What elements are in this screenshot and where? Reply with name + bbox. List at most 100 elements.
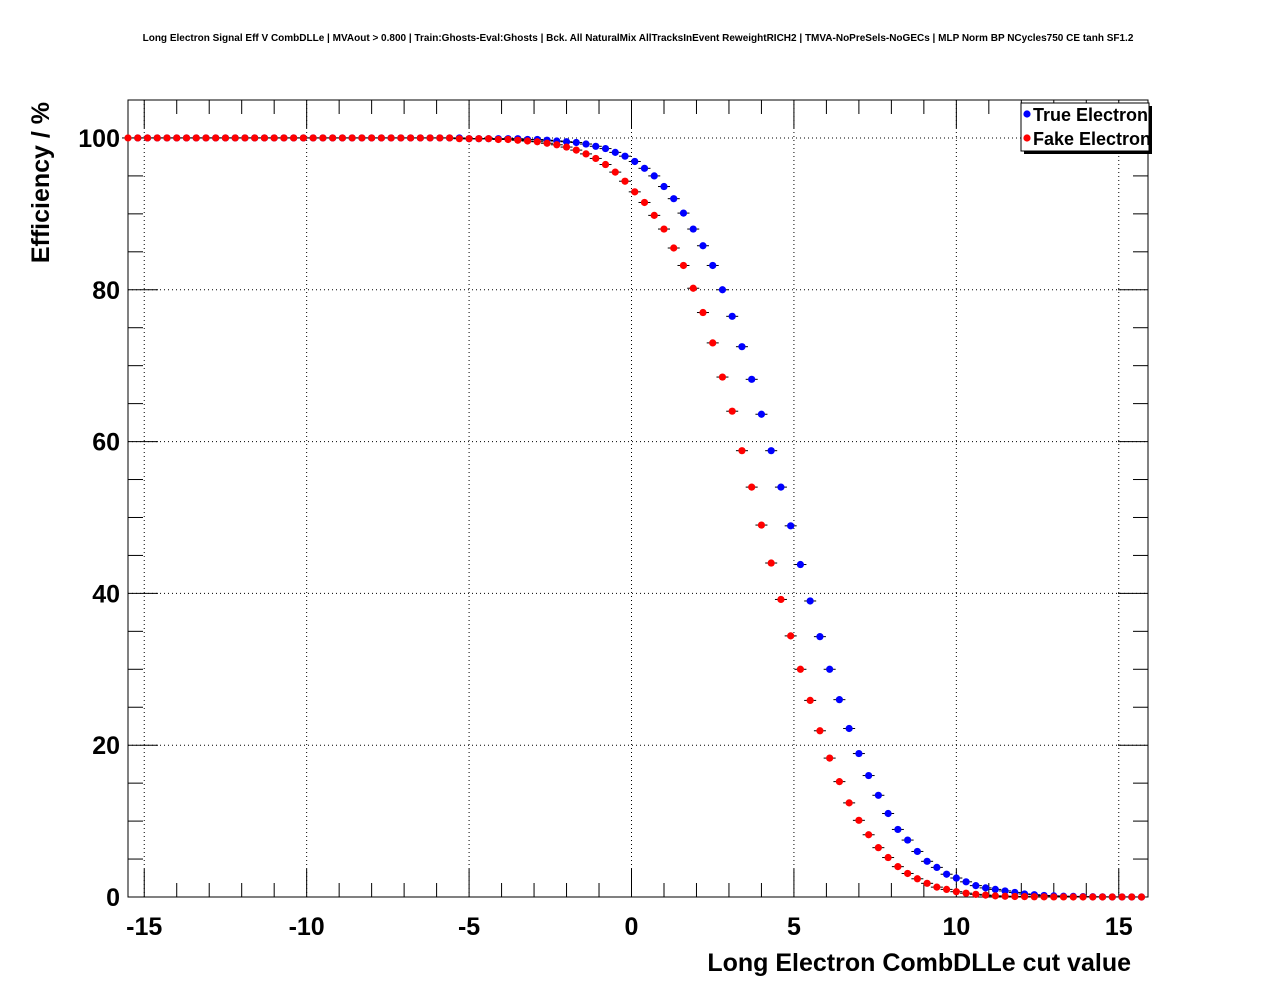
data-point [611,168,619,176]
data-point [368,134,376,142]
data-point [835,696,844,704]
data-point [221,134,230,142]
legend[interactable]: True Electron Fake Electron [1020,102,1152,154]
data-point [855,749,863,758]
data-point [582,150,590,158]
data-point [631,188,639,196]
data-point [962,889,970,897]
data-point [1108,893,1116,901]
data-point [260,134,269,142]
data-point [377,134,385,142]
data-point [670,195,678,203]
chart-title: Long Electron Signal Eff V CombDLLe | MV… [142,33,1134,44]
y-tick-label: 80 [92,277,120,305]
data-point [319,134,327,142]
data-point [981,891,990,899]
data-point [572,138,580,147]
data-point [972,882,980,890]
data-point [523,137,532,145]
grid-layer [128,100,1148,897]
data-point [1079,893,1087,901]
data-point [796,665,805,673]
data-point [855,816,863,824]
y-tick-label: 40 [92,580,120,608]
data-point [787,522,795,530]
data-point [1011,892,1019,901]
data-point [748,375,756,383]
plot-frame [127,99,1149,898]
data-point [826,665,834,673]
data-point [738,343,746,351]
data-point [865,831,873,839]
data-point [397,134,405,142]
x-axis-label: Long Electron CombDLLe cut value [707,949,1131,977]
data-point [709,339,717,347]
data-point [290,134,298,142]
data-point [670,244,678,252]
data-point [845,724,853,733]
data-point [962,878,970,886]
data-point [192,134,200,142]
data-point [572,146,580,154]
data-point [650,211,658,219]
data-point [621,152,629,160]
data-point [562,138,571,146]
data-point [153,134,161,142]
data-point [767,559,775,567]
data-point [679,209,688,217]
x-tick-label: -15 [126,913,162,941]
data-point [933,863,941,871]
data-point [173,134,181,142]
data-point [134,134,142,142]
data-point [679,261,688,270]
data-point [494,135,502,144]
data-point [933,883,941,891]
data-point [445,134,454,142]
data-point [309,134,317,142]
data-point [182,134,191,142]
data-point [884,853,892,862]
data-point [894,825,902,834]
x-tick-label: -10 [289,913,325,941]
data-point [1001,892,1009,900]
series-fake-electron [122,134,1148,901]
data-point [904,836,912,844]
data-point [757,410,766,418]
data-point [923,857,931,865]
data-point [251,134,259,142]
data-point [942,870,951,878]
data-point [796,560,805,569]
data-point [845,799,853,807]
data-point [611,148,619,156]
data-point [913,875,921,883]
data-point [270,134,278,142]
data-point [991,892,999,900]
data-point [650,172,658,180]
series-true-electron [131,134,1148,901]
data-point [592,142,600,150]
data-point [777,595,785,604]
x-tick-label: 5 [787,913,801,941]
data-point [1050,893,1058,901]
y-tick-label: 0 [106,884,120,912]
data-point [709,261,717,270]
data-point [660,182,668,191]
data-point [777,483,785,491]
data-point [894,863,902,871]
data-point [757,521,766,529]
data-point [504,135,512,144]
data-point [562,143,571,151]
data-point [475,135,483,143]
axis-layer: -15 -10 -5 0 5 10 15 0 20 40 60 80 100 [78,100,1148,941]
data-point [280,134,288,142]
data-point [631,157,639,166]
legend-marker [1023,110,1031,118]
data-point [1059,893,1068,901]
data-point [865,771,873,780]
data-point [767,447,775,455]
data-point [163,134,171,142]
data-point [553,141,561,149]
data-point [884,809,892,818]
data-point [465,135,473,143]
legend-label: Fake Electron [1033,129,1151,149]
